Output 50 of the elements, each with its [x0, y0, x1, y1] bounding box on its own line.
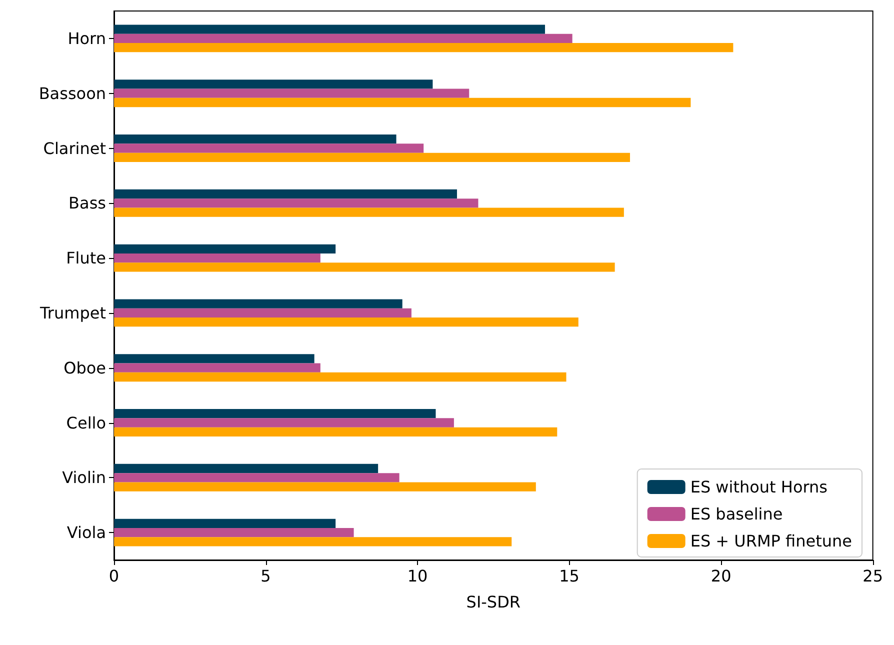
bar [114, 80, 433, 89]
bar [114, 88, 470, 98]
x-tick-label: 5 [260, 566, 271, 586]
bar [114, 528, 354, 538]
x-tick-label: 25 [862, 566, 883, 586]
bar [114, 372, 566, 382]
bar [114, 363, 320, 372]
bar [114, 43, 734, 52]
y-tick-label: Trumpet [39, 303, 106, 322]
bar [114, 244, 336, 254]
y-tick-label: Cello [66, 413, 106, 432]
bar [114, 354, 314, 364]
bar [114, 464, 378, 474]
bar [114, 308, 412, 318]
bar [114, 152, 630, 162]
y-tick-label: Flute [66, 248, 106, 268]
bar [114, 253, 320, 263]
bar [114, 189, 457, 199]
y-tick-label: Bassoon [38, 84, 106, 103]
bar [114, 134, 396, 144]
bar [114, 318, 578, 327]
y-tick-label: Clarinet [43, 138, 106, 158]
bar [114, 482, 536, 492]
bar [114, 537, 512, 546]
bar [114, 34, 572, 44]
bar [114, 98, 691, 108]
x-tick-label: 20 [710, 566, 732, 586]
y-tick-label: Horn [68, 28, 106, 48]
bar [114, 473, 400, 482]
bar [114, 262, 615, 272]
legend-label: ES without Horns [690, 478, 828, 496]
bar [114, 208, 624, 217]
bar [114, 198, 478, 208]
y-tick-label: Bass [68, 194, 106, 213]
bar [114, 418, 454, 428]
x-tick-label: 0 [108, 566, 120, 586]
bar [114, 427, 558, 436]
legend-label: ES + URMP finetune [690, 532, 852, 550]
y-tick-label: Violin [62, 468, 106, 488]
bar [114, 409, 436, 418]
bar [114, 518, 336, 528]
x-tick-label: 10 [407, 566, 428, 586]
bar [114, 144, 424, 153]
bar [114, 299, 402, 308]
x-axis-title: SI-SDR [466, 592, 521, 612]
legend-label: ES baseline [690, 504, 783, 524]
x-tick-label: 15 [559, 566, 580, 586]
y-tick-label: Viola [66, 523, 106, 542]
bar [114, 24, 546, 34]
y-tick-label: Oboe [64, 358, 106, 378]
